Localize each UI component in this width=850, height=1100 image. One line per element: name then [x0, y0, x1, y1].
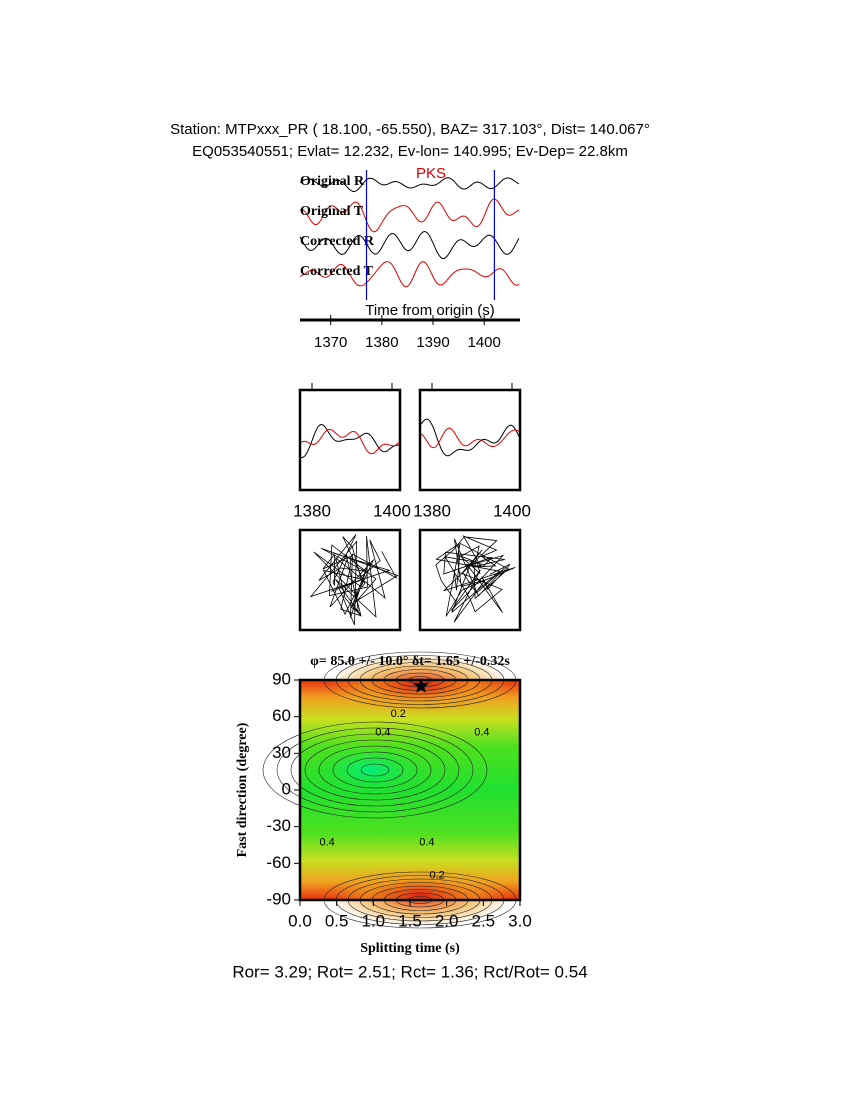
contour-label: 0.2: [391, 708, 406, 720]
x-axis-label: Splitting time (s): [360, 941, 460, 956]
x-tick-label: 1400: [373, 501, 411, 520]
title-line: EQ053540551; Evlat= 12.232, Ev-lon= 140.…: [192, 143, 628, 160]
x-tick-label: 0.5: [325, 911, 349, 930]
contour-line: [318, 745, 432, 795]
x-tick-label: 2.0: [435, 911, 459, 930]
panel-frame: [298, 388, 402, 492]
misfit-high: [330, 866, 510, 926]
waveform: [299, 423, 400, 459]
waveform: [299, 177, 520, 193]
x-tick-label: 3.0: [508, 911, 532, 930]
contour-line: [346, 757, 404, 783]
panel-frame: [418, 388, 522, 492]
contour-line: [304, 739, 446, 801]
contour-label: 0.4: [474, 726, 489, 738]
panel-frame: [298, 528, 402, 632]
x-tick-label: 1.0: [362, 911, 386, 930]
contour-label: 0.2: [429, 869, 444, 881]
waveform: [299, 428, 400, 455]
x-tick-label: 0.0: [288, 911, 312, 930]
trace-label: Original R: [300, 174, 365, 189]
y-tick-label: 90: [272, 669, 291, 688]
trace-label: Corrected R: [300, 234, 375, 249]
y-tick-label: -30: [266, 816, 291, 835]
y-tick-label: 60: [272, 706, 291, 725]
y-tick-label: 30: [272, 743, 291, 762]
waveform: [419, 418, 520, 457]
footer: Ror= 3.29; Rot= 2.51; Rct= 1.36; Rct/Rot…: [232, 962, 587, 981]
x-tick-label: 1400: [467, 334, 500, 351]
particle-motion: [309, 534, 399, 626]
y-tick-label: 0: [282, 779, 291, 798]
y-tick-label: -60: [266, 853, 291, 872]
misfit-low: [310, 745, 430, 795]
trace-label: Original T: [300, 204, 364, 219]
contour-line: [262, 721, 488, 819]
panel-frame: [418, 528, 522, 632]
title-line: Station: MTPxxx_PR ( 18.100, -65.550), B…: [170, 121, 650, 138]
x-tick-label: 1.5: [398, 911, 422, 930]
x-tick-label: 1380: [413, 501, 451, 520]
y-axis-label: Fast direction (degree): [235, 722, 250, 857]
contour-label: 0.4: [375, 726, 390, 738]
waveform: [299, 261, 520, 288]
best-fit-star: [413, 678, 429, 693]
x-tick-label: 2.5: [472, 911, 496, 930]
x-tick-label: 1400: [493, 501, 531, 520]
waveform: [299, 230, 520, 259]
contour-line: [360, 763, 390, 777]
waveform: [419, 427, 520, 449]
x-tick-label: 1370: [314, 334, 347, 351]
phase-label: PKS: [416, 165, 446, 182]
x-tick-label: 1390: [416, 334, 449, 351]
x-tick-label: 1380: [293, 501, 331, 520]
x-axis-label: Time from origin (s): [365, 302, 494, 319]
chart-title: φ= 85.0 +/- 10.0° δt= 1.65 +/-0.32s: [310, 654, 510, 669]
contour-line: [290, 733, 460, 807]
contour-line: [276, 727, 474, 813]
particle-motion: [435, 535, 516, 623]
contour-label: 0.4: [319, 836, 334, 848]
contour-line: [332, 751, 418, 789]
waveform: [299, 198, 520, 233]
x-tick-label: 1380: [365, 334, 398, 351]
y-tick-label: -90: [266, 889, 291, 908]
contour-label: 0.4: [419, 836, 434, 848]
trace-label: Corrected T: [300, 264, 374, 279]
